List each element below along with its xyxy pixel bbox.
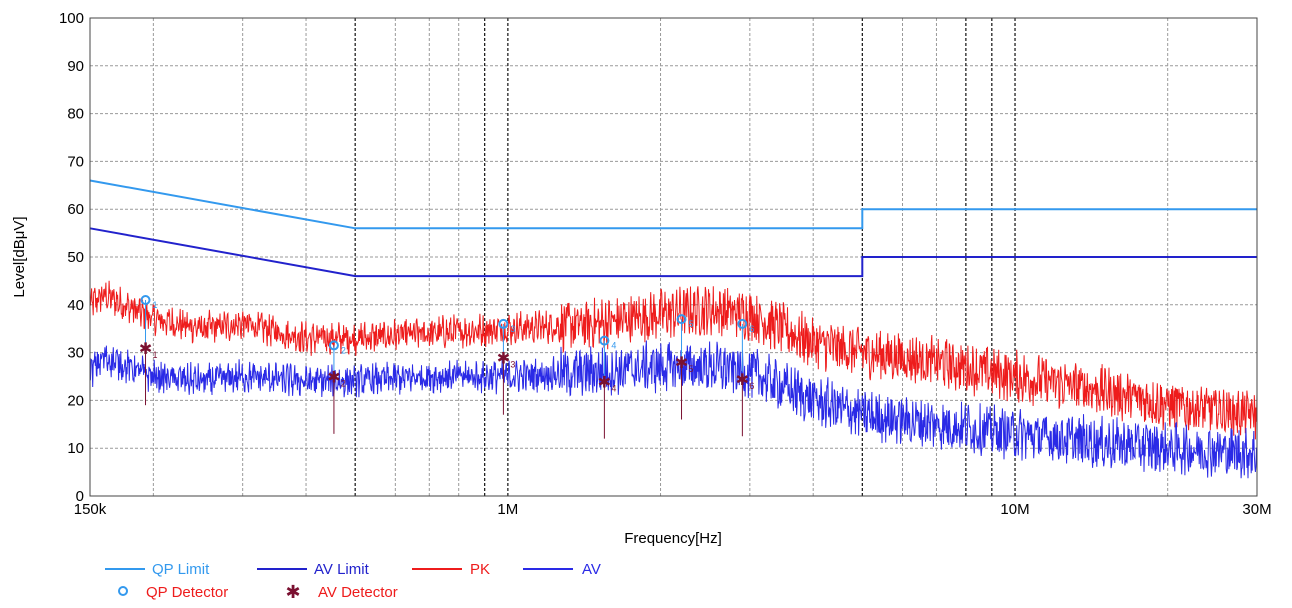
- av-detector-point: ✱: [675, 353, 688, 372]
- legend-label-qp-limit: QP Limit: [152, 561, 210, 578]
- av-detector-point: ✱: [598, 372, 611, 391]
- y-tick-label: 30: [67, 345, 84, 362]
- series-qp-limit: [89, 179, 1257, 230]
- qp-detector-label: 6: [749, 324, 754, 334]
- y-tick-label: 60: [67, 201, 84, 218]
- qp-detector-point: [599, 335, 610, 346]
- qp-detector-point: [737, 318, 748, 329]
- av-detector-label: 5: [689, 364, 694, 374]
- series-av-limit: [89, 227, 1257, 278]
- legend-swatch-qp-detector: [118, 586, 128, 596]
- av-detector-point: ✱: [736, 370, 749, 389]
- x-tick-label: 30M: [1242, 501, 1271, 518]
- av-detector-label: 1: [153, 350, 158, 360]
- y-axis-title: Level[dBμV]: [11, 216, 28, 297]
- x-tick-label: 150k: [74, 501, 107, 518]
- plot-frame: [89, 17, 1258, 497]
- axes: 0 10 20 30 40 50 60 70 80 90 100 150k 1M 10M 30M: [59, 10, 1272, 518]
- y-tick-label: 90: [67, 58, 84, 75]
- y-tick-label: 10: [67, 440, 84, 457]
- qp-detector-point: [140, 295, 151, 306]
- legend-label-av-limit: AV Limit: [314, 561, 370, 578]
- legend-item-av-limit: AV Limit: [257, 561, 370, 578]
- qp-detector-label: 3: [510, 324, 515, 334]
- x-axis-title: Frequency[Hz]: [624, 530, 722, 547]
- legend: QP Limit AV Limit PK AV QP Detector ✱ AV…: [105, 561, 601, 603]
- series-layer: [89, 179, 1258, 479]
- legend-item-qp-detector: QP Detector: [118, 584, 228, 601]
- av-detector-label: 4: [611, 383, 616, 393]
- qp-detector-point: [676, 314, 687, 325]
- legend-label-av: AV: [582, 561, 601, 578]
- qp-detector-label: 5: [689, 319, 694, 329]
- av-detector-point: ✱: [497, 348, 510, 367]
- y-tick-label: 0: [76, 488, 84, 505]
- y-tick-label: 50: [67, 249, 84, 266]
- y-tick-label: 70: [67, 153, 84, 170]
- qp-detector-label: 4: [611, 341, 616, 351]
- qp-detector-label: 2: [341, 345, 346, 355]
- legend-item-av-detector: ✱ AV Detector: [285, 582, 397, 603]
- legend-item-pk: PK: [412, 561, 490, 578]
- y-tick-label: 40: [67, 297, 84, 314]
- x-tick-label: 1M: [497, 501, 518, 518]
- av-detector-label: 3: [510, 359, 515, 369]
- legend-label-pk: PK: [470, 561, 490, 578]
- av-detector-label: 6: [749, 381, 754, 391]
- x-tick-label: 10M: [1000, 501, 1029, 518]
- legend-item-av: AV: [523, 561, 601, 578]
- legend-label-av-detector: AV Detector: [318, 584, 398, 601]
- av-detector-point: ✱: [327, 368, 340, 387]
- series-av: [89, 340, 1258, 479]
- y-tick-label: 20: [67, 392, 84, 409]
- legend-label-qp-detector: QP Detector: [146, 584, 228, 601]
- qp-detector-point: [498, 318, 509, 329]
- qp-detector-point: [328, 340, 339, 351]
- series-pk: [89, 280, 1258, 440]
- av-detector-label: 2: [341, 379, 346, 389]
- legend-swatch-av-detector: ✱: [285, 582, 300, 603]
- y-tick-label: 80: [67, 106, 84, 123]
- y-tick-label: 100: [59, 10, 84, 27]
- av-detector-point: ✱: [139, 339, 152, 358]
- legend-item-qp-limit: QP Limit: [105, 561, 210, 578]
- qp-detector-label: 1: [153, 300, 158, 310]
